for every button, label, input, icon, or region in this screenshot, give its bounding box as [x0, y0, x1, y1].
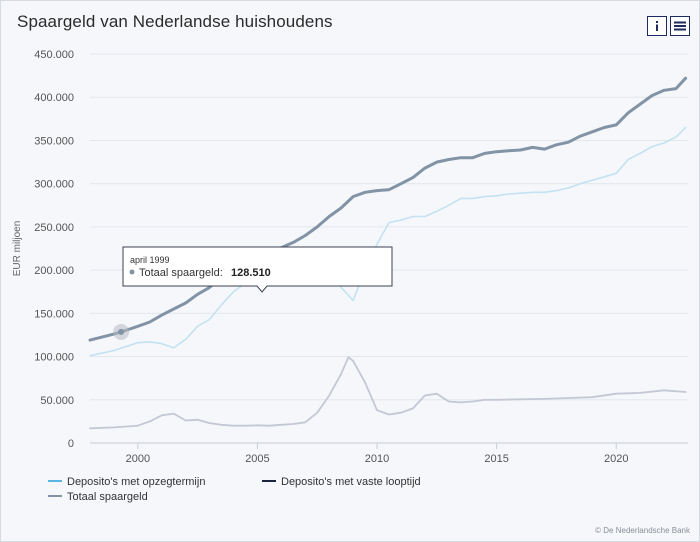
legend-item-label[interactable]: Deposito's met opzegtermijn	[67, 476, 205, 488]
legend-item-label[interactable]: Totaal spaargeld	[67, 491, 148, 503]
y-tick-label: 150.000	[34, 308, 74, 320]
y-tick-label: 350.000	[34, 135, 74, 147]
tooltip-value: 128.510	[231, 267, 271, 279]
series-line-totaal-spaargeld[interactable]	[90, 78, 686, 340]
x-tick-label: 2020	[604, 453, 628, 465]
y-tick-label: 200.000	[34, 265, 74, 277]
y-tick-label: 50.000	[40, 395, 74, 407]
x-tick-label: 2000	[126, 453, 150, 465]
series-line-opzegtermijn[interactable]	[90, 128, 686, 356]
y-tick-label: 400.000	[34, 92, 74, 104]
line-chart: 0 50.000 100.000 150.000 200.000 250.000 300.0…	[0, 0, 700, 542]
y-tick-label: 0	[68, 438, 74, 450]
x-tick-label: 2010	[365, 453, 389, 465]
tooltip-series-label: Totaal spaargeld:	[139, 267, 223, 279]
series-line-vaste-looptijd[interactable]	[90, 357, 686, 428]
y-tick-label: 300.000	[34, 179, 74, 191]
tooltip-series-dot	[130, 270, 135, 275]
y-axis-title: EUR miljoen	[12, 221, 23, 277]
hover-point	[118, 329, 124, 335]
y-tick-label: 450.000	[34, 49, 74, 61]
x-tick-label: 2005	[245, 453, 269, 465]
y-tick-label: 100.000	[34, 352, 74, 364]
legend-item-label[interactable]: Deposito's met vaste looptijd	[281, 476, 421, 488]
credits[interactable]: © De Nederlandsche Bank	[595, 526, 690, 535]
x-tick-label: 2015	[484, 453, 508, 465]
y-tick-label: 250.000	[34, 222, 74, 234]
tooltip-date: april 1999	[130, 255, 170, 265]
